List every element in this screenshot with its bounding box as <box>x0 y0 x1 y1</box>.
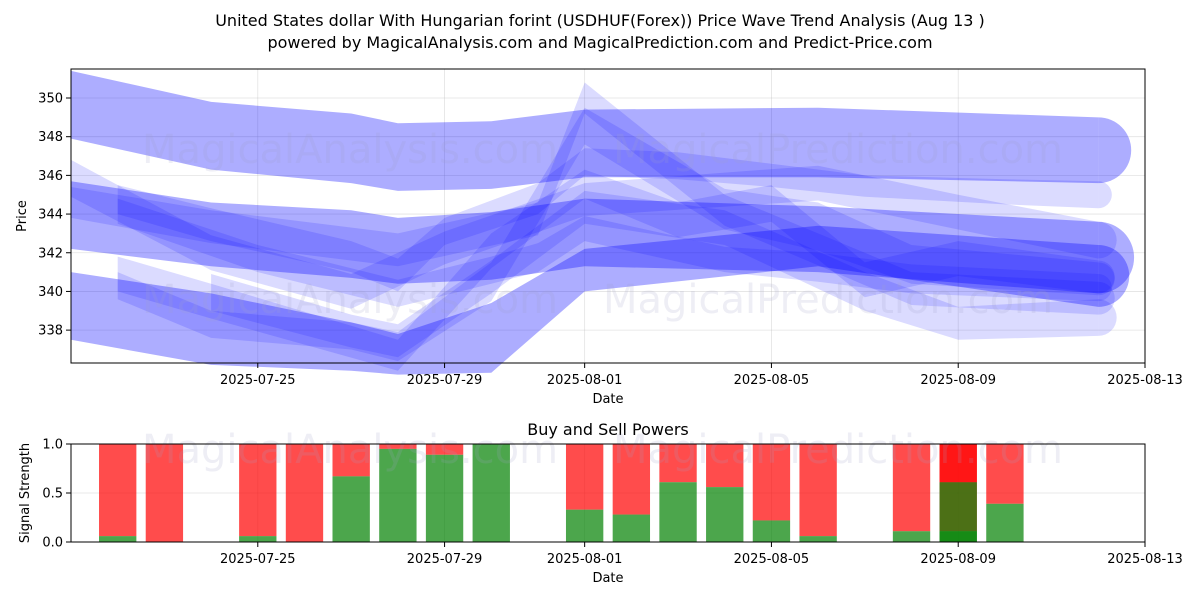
price-x-tick-label: 2025-08-09 <box>920 373 996 388</box>
price-wave-band <box>117 169 1099 371</box>
sell-power-bar <box>612 444 651 515</box>
price-y-axis: 338 340 342 344 346 348 350 <box>38 92 71 339</box>
price-y-tick-label: 350 <box>38 92 63 107</box>
signal-x-tick-label: 2025-08-13 <box>1107 552 1183 567</box>
watermark-analysis-bottom: MagicalAnalysis.com <box>142 427 558 473</box>
price-wave-band-cap <box>1098 117 1132 184</box>
price-wave-band-cap <box>1098 181 1112 209</box>
price-y-axis-label: Price <box>15 200 30 232</box>
chart-title-line2: powered by MagicalAnalysis.com and Magic… <box>267 33 932 52</box>
buy-power-bar <box>706 487 744 542</box>
signal-x-tick-label: 2025-08-01 <box>547 552 623 567</box>
price-x-axis-label: Date <box>592 392 623 407</box>
signal-watermarks: MagicalAnalysis.com MagicalPrediction.co… <box>142 427 1063 473</box>
sell-power-bar <box>939 444 977 483</box>
price-wave-band <box>117 148 1099 292</box>
sell-power-bar <box>379 444 417 449</box>
sell-power-bar <box>425 444 464 455</box>
price-plot-frame <box>70 68 1146 364</box>
price-y-tick-label: 340 <box>38 285 63 300</box>
signal-x-axis: 2025-07-25 2025-07-29 2025-08-01 2025-08-05… <box>220 542 1183 567</box>
signal-x-tick-label: 2025-08-05 <box>734 552 810 567</box>
price-wave-band-cap <box>1098 274 1112 302</box>
price-wave-band <box>71 225 1099 375</box>
watermark-analysis-mid: MagicalAnalysis.com <box>142 277 558 323</box>
signal-y-tick-label: 0.5 <box>42 487 63 502</box>
buy-power-bar <box>425 454 464 542</box>
sell-power-bar <box>986 444 1024 504</box>
buy-power-bar <box>239 536 277 542</box>
price-wave-band-cap <box>1098 221 1117 259</box>
buy-power-bar <box>986 503 1024 542</box>
buy-power-bar <box>892 531 931 542</box>
price-wave-band <box>71 82 1099 315</box>
sell-power-bar <box>239 444 277 537</box>
price-x-tick-label: 2025-08-01 <box>547 373 623 388</box>
price-x-tick-label: 2025-08-05 <box>734 373 810 388</box>
price-watermarks: MagicalAnalysis.com MagicalPrediction.co… <box>142 127 1063 323</box>
signal-panel-title: Buy and Sell Powers <box>527 420 689 439</box>
signal-x-tick-label: 2025-08-09 <box>920 552 996 567</box>
sell-power-bar <box>145 444 184 542</box>
price-wave-band <box>211 190 1099 358</box>
price-y-tick-label: 346 <box>38 169 63 184</box>
buy-power-bar <box>332 476 370 542</box>
price-wave-band-cap <box>1098 262 1115 296</box>
price-wave-band <box>71 159 1099 309</box>
price-x-tick-label: 2025-07-25 <box>220 373 296 388</box>
price-wave-band-cap <box>1098 221 1135 294</box>
watermark-analysis-top: MagicalAnalysis.com <box>142 127 558 173</box>
price-wave-band <box>117 107 1099 362</box>
signal-x-tick-label: 2025-07-25 <box>220 552 296 567</box>
sell-power-bar <box>285 444 324 542</box>
watermark-prediction-mid: MagicalPrediction.com <box>603 277 1053 323</box>
sell-power-bar <box>99 444 137 537</box>
sell-power-bar <box>332 444 370 477</box>
sell-power-bar <box>892 444 931 532</box>
buy-power-bar <box>99 536 137 542</box>
price-x-axis: 2025-07-25 2025-07-29 2025-08-01 2025-08-05… <box>220 363 1183 388</box>
signal-x-tick-label: 2025-07-29 <box>407 552 483 567</box>
signal-bars <box>99 444 1024 542</box>
watermark-prediction-bottom: MagicalPrediction.com <box>613 427 1063 473</box>
price-wave-band-cap <box>1098 281 1115 315</box>
price-x-tick-label: 2025-07-29 <box>407 373 483 388</box>
signal-panel: Buy and Sell Powers MagicalAnalysis.com … <box>18 420 1183 586</box>
buy-power-bar <box>659 482 697 542</box>
price-wave-band <box>117 198 1099 307</box>
signal-x-axis-label: Date <box>592 571 623 586</box>
price-panel: MagicalAnalysis.com MagicalPrediction.co… <box>15 68 1183 407</box>
sell-power-bar <box>659 444 697 483</box>
price-x-tick-label: 2025-08-13 <box>1107 373 1183 388</box>
buy-power-bar <box>379 448 417 542</box>
buy-power-bar <box>939 482 977 542</box>
buy-power-bar <box>472 444 510 542</box>
sell-power-bar <box>799 444 837 537</box>
sell-power-bar <box>752 444 791 521</box>
buy-power-bar <box>565 509 604 542</box>
buy-power-bar <box>612 514 651 542</box>
price-wave-band <box>71 70 1099 191</box>
price-bands <box>71 70 1135 375</box>
signal-y-axis: 0.0 0.5 1.0 <box>42 438 71 551</box>
price-y-tick-label: 342 <box>38 246 63 261</box>
price-wave-band-cap <box>1098 299 1117 336</box>
signal-y-axis-label: Signal Strength <box>18 443 33 543</box>
chart-title-line1: United States dollar With Hungarian fori… <box>215 11 985 30</box>
buy-power-bar <box>752 520 791 542</box>
sell-power-bar <box>565 444 604 510</box>
price-y-tick-label: 344 <box>38 208 63 223</box>
watermark-prediction-top: MagicalPrediction.com <box>613 127 1063 173</box>
sell-power-bar <box>706 444 744 488</box>
price-wave-band-cap <box>1098 260 1115 294</box>
price-wave-band-cap <box>1098 245 1130 307</box>
price-y-tick-label: 348 <box>38 130 63 145</box>
price-y-tick-label: 338 <box>38 324 63 339</box>
price-wave-band <box>71 181 1099 294</box>
signal-y-tick-label: 1.0 <box>42 438 63 453</box>
signal-y-tick-label: 0.0 <box>42 536 63 551</box>
buy-power-bar <box>799 536 837 542</box>
